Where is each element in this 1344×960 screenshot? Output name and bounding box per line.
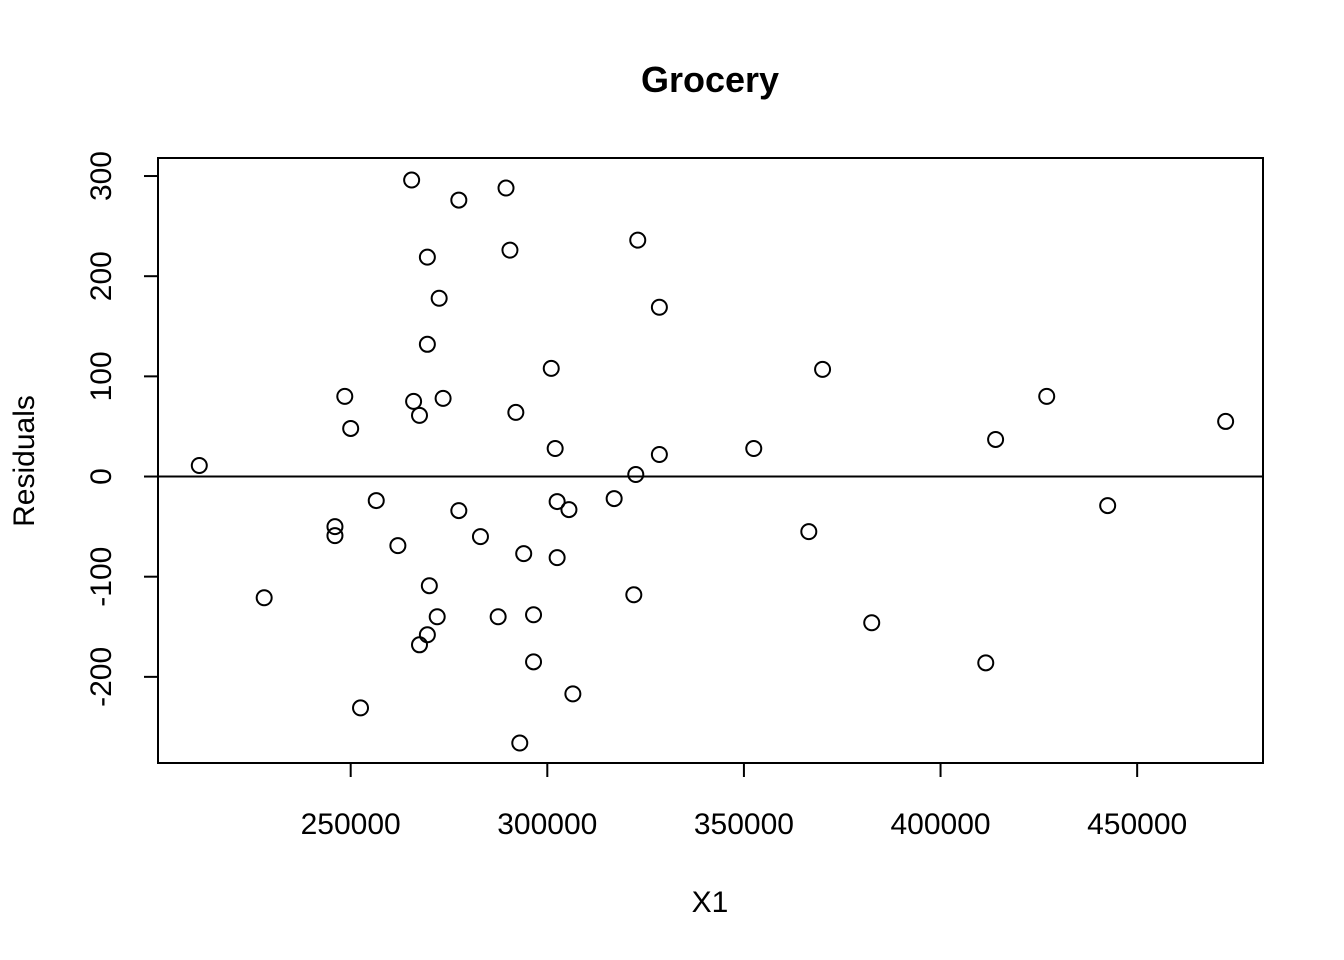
data-point [255, 589, 273, 607]
data-point [389, 537, 407, 555]
x-axis: 250000 300000 350000 400000 450000 [301, 762, 1187, 841]
data-point [352, 699, 370, 717]
x-tick-label: 350000 [694, 808, 794, 841]
data-point [546, 439, 564, 457]
y-tick-label: 0 [85, 468, 118, 485]
y-tick-label: -100 [85, 547, 118, 607]
data-point [418, 335, 436, 353]
x-tick-label: 250000 [301, 808, 401, 841]
data-point [525, 606, 543, 624]
data-point [548, 493, 566, 511]
data-point [403, 171, 421, 189]
data-points [190, 171, 1235, 752]
data-point [627, 466, 645, 484]
data-point [430, 289, 448, 307]
chart-title: Grocery [641, 59, 779, 100]
data-point [745, 439, 763, 457]
y-axis: -200 -100 0 100 200 300 [85, 151, 159, 707]
data-point [326, 518, 344, 536]
data-point [515, 545, 533, 563]
data-point [1038, 387, 1056, 405]
data-point [326, 527, 344, 545]
data-point [501, 241, 519, 259]
y-tick-label: 100 [85, 351, 118, 401]
data-point [511, 734, 529, 752]
x-tick-label: 300000 [497, 808, 597, 841]
data-point [560, 501, 578, 519]
plot-frame [157, 157, 1264, 764]
data-point [342, 419, 360, 437]
data-point [987, 430, 1005, 448]
x-axis-label: X1 [692, 886, 729, 919]
y-tick-label: 200 [85, 251, 118, 301]
data-point [800, 523, 818, 541]
data-point [629, 231, 647, 249]
data-point [977, 654, 995, 672]
data-point [542, 359, 560, 377]
data-point [650, 445, 668, 463]
data-point [650, 298, 668, 316]
data-point [1217, 412, 1235, 430]
data-point [450, 191, 468, 209]
y-tick-label: -200 [85, 647, 118, 707]
data-point [489, 608, 507, 626]
data-point [418, 626, 436, 644]
data-point [190, 457, 208, 475]
data-point [497, 179, 515, 197]
data-point [625, 586, 643, 604]
data-point [411, 406, 429, 424]
data-point [428, 608, 446, 626]
data-point [434, 389, 452, 407]
data-point [507, 403, 525, 421]
data-point [471, 528, 489, 546]
data-point [418, 248, 436, 266]
y-axis-label: Residuals [8, 395, 41, 527]
data-point [336, 387, 354, 405]
x-tick-label: 400000 [890, 808, 990, 841]
x-tick-label: 450000 [1087, 808, 1187, 841]
data-point [863, 614, 881, 632]
data-point [450, 502, 468, 520]
data-point [814, 360, 832, 378]
data-point [1099, 497, 1117, 515]
data-point [548, 549, 566, 567]
data-point [411, 636, 429, 654]
data-point [367, 492, 385, 510]
data-point [564, 685, 582, 703]
data-point [405, 392, 423, 410]
data-point [420, 577, 438, 595]
y-tick-label: 300 [85, 151, 118, 201]
data-point [525, 653, 543, 671]
data-point [605, 490, 623, 508]
